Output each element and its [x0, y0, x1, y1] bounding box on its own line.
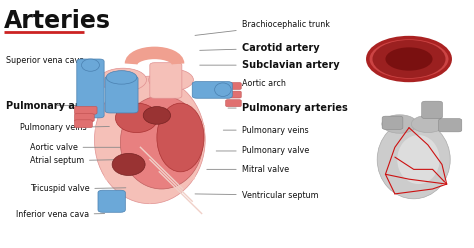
Ellipse shape	[368, 37, 450, 80]
Ellipse shape	[382, 115, 417, 133]
Text: Tricuspid valve: Tricuspid valve	[30, 185, 126, 193]
FancyBboxPatch shape	[226, 83, 241, 90]
FancyBboxPatch shape	[105, 76, 138, 113]
FancyBboxPatch shape	[74, 114, 94, 122]
Ellipse shape	[149, 69, 193, 91]
Ellipse shape	[82, 59, 100, 71]
Text: Ventricular septum: Ventricular septum	[195, 191, 319, 200]
Ellipse shape	[377, 120, 450, 199]
Text: Pulmonary veins: Pulmonary veins	[20, 123, 109, 132]
Ellipse shape	[215, 83, 231, 96]
FancyBboxPatch shape	[74, 120, 92, 128]
FancyBboxPatch shape	[226, 100, 241, 107]
Text: Pulmonary veins: Pulmonary veins	[223, 126, 309, 135]
Ellipse shape	[143, 107, 171, 124]
Text: Mitral valve: Mitral valve	[207, 165, 289, 174]
Ellipse shape	[106, 71, 137, 84]
Text: Atrial septum: Atrial septum	[30, 156, 124, 165]
Text: Brachiocephalic trunk: Brachiocephalic trunk	[195, 20, 330, 35]
Ellipse shape	[411, 115, 444, 133]
FancyBboxPatch shape	[382, 116, 403, 129]
Ellipse shape	[385, 47, 433, 71]
Text: Aortic valve: Aortic valve	[30, 143, 124, 152]
Text: Subclavian artery: Subclavian artery	[200, 60, 339, 70]
Ellipse shape	[116, 103, 158, 133]
Text: Pulmonary artery: Pulmonary artery	[6, 101, 102, 111]
Text: Inferior vena cava: Inferior vena cava	[16, 210, 105, 219]
Ellipse shape	[94, 76, 205, 204]
Ellipse shape	[373, 40, 446, 78]
Text: Pulmonary arteries: Pulmonary arteries	[228, 103, 347, 113]
Ellipse shape	[120, 96, 203, 189]
Text: Arteries: Arteries	[4, 9, 111, 33]
PathPatch shape	[95, 125, 205, 204]
Text: Aortic arch: Aortic arch	[209, 79, 286, 88]
FancyBboxPatch shape	[98, 190, 125, 212]
FancyBboxPatch shape	[226, 91, 241, 98]
Text: Superior vena cava: Superior vena cava	[6, 56, 100, 65]
Ellipse shape	[112, 154, 145, 176]
FancyBboxPatch shape	[74, 106, 97, 114]
FancyBboxPatch shape	[192, 82, 232, 98]
FancyBboxPatch shape	[150, 63, 182, 98]
Ellipse shape	[157, 103, 204, 172]
FancyBboxPatch shape	[438, 119, 462, 132]
FancyBboxPatch shape	[422, 101, 442, 119]
Ellipse shape	[397, 135, 439, 184]
Text: Pulmonary valve: Pulmonary valve	[216, 147, 309, 155]
FancyBboxPatch shape	[77, 59, 104, 118]
Ellipse shape	[100, 68, 146, 92]
Text: Carotid artery: Carotid artery	[200, 43, 319, 53]
